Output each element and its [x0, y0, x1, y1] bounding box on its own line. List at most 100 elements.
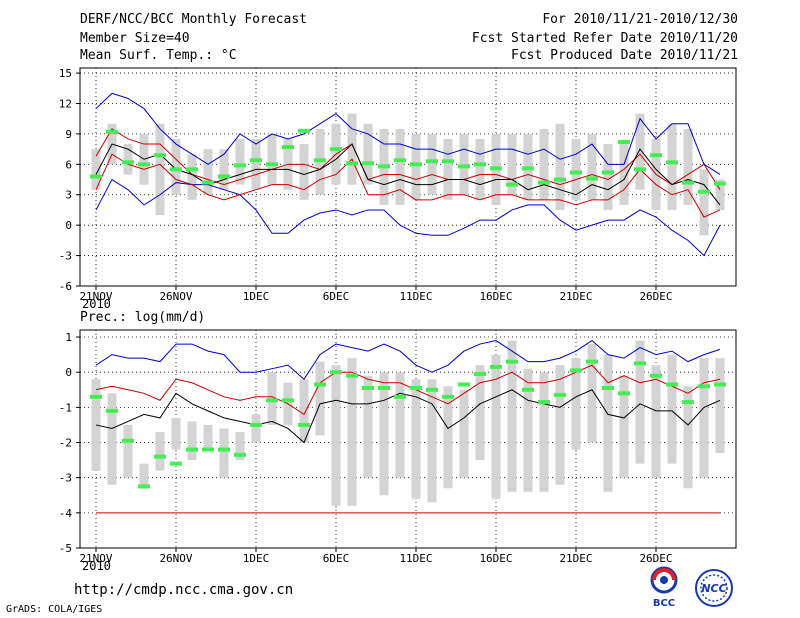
precip-spread-box	[619, 375, 629, 478]
temp-spread-box	[459, 133, 469, 195]
precip-spread-box	[379, 372, 389, 496]
temp-ytick-label: -3	[59, 250, 72, 263]
temp-observed-marker	[554, 177, 566, 182]
precip-spread-box	[555, 365, 565, 485]
precip-spread-box	[299, 379, 309, 443]
temp-observed-marker	[234, 163, 246, 168]
precip-observed-marker	[346, 373, 358, 378]
precip-observed-marker	[506, 359, 518, 364]
source-url[interactable]: http://cmdp.ncc.cma.gov.cn	[74, 582, 294, 598]
chart-title: DERF/NCC/BCC Monthly Forecast	[80, 12, 307, 27]
precip-observed-marker	[474, 371, 486, 376]
temp-year-label: 2010	[82, 297, 111, 311]
temp-observed-marker	[410, 162, 422, 167]
temp-ytick-label: 6	[65, 158, 72, 171]
precip-line-mean	[95, 389, 721, 444]
temp-observed-marker	[170, 167, 182, 172]
precip-ytick-label: 1	[65, 331, 72, 344]
precip-observed-marker	[90, 394, 102, 399]
precip-xtick-label: 26DEC	[639, 552, 672, 565]
precip-ytick-label: -3	[59, 472, 72, 485]
precip-spread-box	[523, 368, 533, 492]
precip-observed-marker	[618, 391, 630, 396]
temp-observed-marker	[266, 162, 278, 167]
temp-line-min	[95, 92, 721, 175]
precip-observed-marker	[122, 438, 134, 443]
precip-ytick-label: -5	[59, 542, 72, 555]
temp-observed-marker	[330, 147, 342, 152]
precip-observed-marker	[394, 394, 406, 399]
precip-spread-box	[651, 365, 661, 478]
temp-spread-box	[619, 144, 629, 205]
forecast-produced-date: Fcst Produced Date 2010/11/21	[511, 48, 738, 63]
temp-observed-marker	[570, 170, 582, 175]
temp-xtick-label: 1DEC	[243, 290, 270, 303]
temp-observed-marker	[474, 162, 486, 167]
precip-xtick-label: 21NOV	[79, 552, 112, 565]
temp-line-upper	[95, 128, 721, 190]
temp-spread-box	[587, 133, 597, 200]
temp-observed-marker	[106, 129, 118, 134]
precip-observed-marker	[330, 370, 342, 375]
precip-line-max	[95, 339, 721, 380]
temp-observed-marker	[362, 161, 374, 166]
temp-observed-marker	[490, 166, 502, 171]
temp-spread-box	[251, 138, 261, 190]
precip-observed-marker	[458, 382, 470, 387]
temp-line-max	[95, 178, 721, 257]
temp-spread-box	[203, 149, 213, 195]
temp-observed-marker	[666, 160, 678, 165]
temp-spread-box	[603, 144, 613, 210]
temp-observed-marker	[634, 167, 646, 172]
temp-spread-box	[507, 133, 517, 195]
precip-spread-box	[587, 344, 597, 443]
temp-observed-marker	[618, 140, 630, 145]
precip-spread-box	[315, 361, 325, 436]
temp-spread-box	[219, 149, 229, 190]
temp-ytick-label: 3	[65, 189, 72, 202]
precip-observed-marker	[714, 382, 726, 387]
temp-observed-marker	[586, 176, 598, 181]
bcc-logo: BCC	[641, 566, 687, 608]
precip-spread-box	[203, 424, 213, 450]
forecast-period: For 2010/11/21-2010/12/30	[542, 12, 738, 27]
temp-line-mean	[95, 143, 721, 206]
temp-spread-box	[363, 123, 373, 185]
temp-observed-marker	[218, 174, 230, 179]
temp-observed-marker	[282, 145, 294, 150]
temp-spread-box	[235, 138, 245, 185]
precip-line-upper	[95, 364, 721, 416]
temp-spread-box	[443, 138, 453, 200]
precip-observed-marker	[170, 461, 182, 466]
precip-spread-box	[427, 379, 437, 503]
precip-observed-marker	[586, 359, 598, 364]
precip-observed-marker	[106, 408, 118, 413]
precip-observed-marker	[362, 386, 374, 391]
temp-variable-label: Mean Surf. Temp.: °C	[80, 48, 237, 63]
temp-observed-marker	[90, 174, 102, 179]
temp-observed-marker	[202, 180, 214, 185]
precip-spread-box	[715, 358, 725, 454]
precip-observed-marker	[234, 452, 246, 457]
precip-observed-marker	[186, 447, 198, 452]
temp-observed-marker	[458, 164, 470, 169]
temp-ytick-label: 9	[65, 128, 72, 141]
precip-observed-marker	[602, 386, 614, 391]
temp-spread-box	[91, 149, 101, 190]
precip-observed-marker	[250, 422, 262, 427]
temp-spread-box	[299, 144, 309, 200]
temp-spread-box	[155, 123, 165, 216]
temp-observed-marker	[522, 166, 534, 171]
precip-spread-box	[139, 463, 149, 485]
precip-xtick-label: 26NOV	[159, 552, 192, 565]
temp-observed-marker	[714, 181, 726, 186]
temp-ytick-label: -6	[59, 280, 72, 293]
precip-spread-box	[667, 354, 677, 464]
bcc-logo-text: BCC	[653, 598, 675, 608]
precip-spread-box	[123, 424, 133, 478]
precip-observed-marker	[298, 422, 310, 427]
temp-observed-marker	[154, 153, 166, 158]
precip-observed-marker	[554, 393, 566, 398]
precip-spread-box	[395, 372, 405, 478]
precip-observed-marker	[138, 484, 150, 489]
